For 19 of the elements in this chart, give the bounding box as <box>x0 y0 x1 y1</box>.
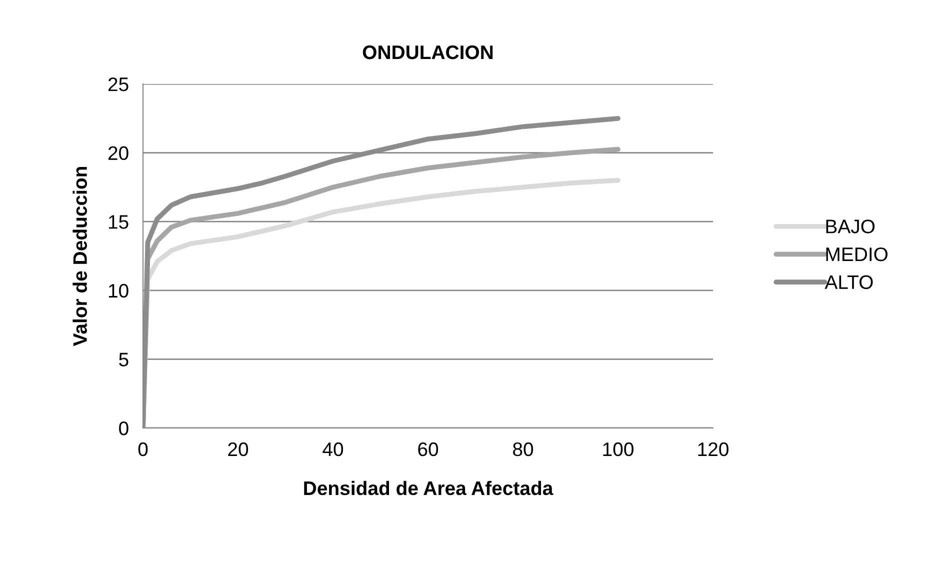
x-axis-title: Densidad de Area Afectada <box>304 480 554 496</box>
y-tick-label: 25 <box>108 77 128 92</box>
y-tick-label: 15 <box>108 215 128 229</box>
x-tick-label: 0 <box>138 442 148 456</box>
x-tick-label: 100 <box>603 442 634 456</box>
x-tick-label: 80 <box>513 442 534 456</box>
x-tick-label: 40 <box>322 442 344 456</box>
x-tick-label: 60 <box>418 442 438 456</box>
y-tick-label: 10 <box>108 284 128 298</box>
legend-label: MEDIO <box>826 247 888 262</box>
legend-label: BAJO <box>826 220 875 234</box>
x-tick-label: 20 <box>228 442 248 456</box>
y-axis-title: Valor de Deduccion <box>72 166 87 346</box>
chart-title: ONDULACION <box>362 45 493 60</box>
x-tick-label: 120 <box>698 442 728 456</box>
y-tick-label: 5 <box>119 352 128 366</box>
y-tick-label: 20 <box>108 146 128 160</box>
legend-label: ALTO <box>824 275 873 290</box>
y-tick-label: 0 <box>119 421 128 436</box>
